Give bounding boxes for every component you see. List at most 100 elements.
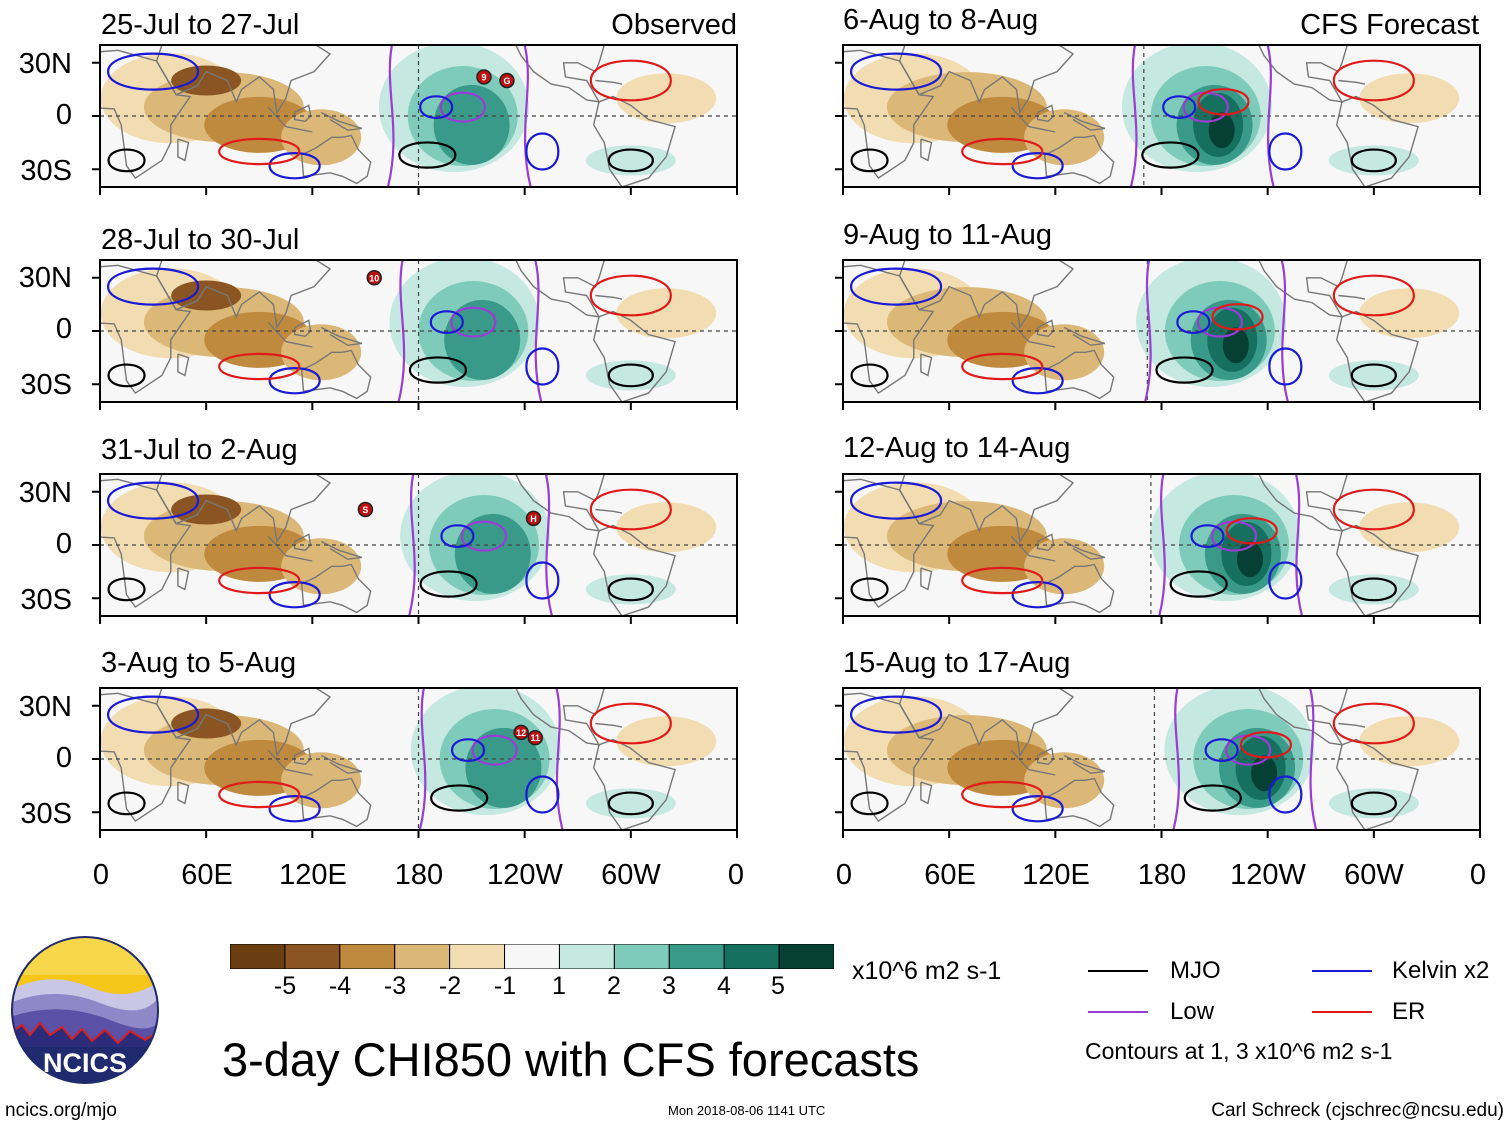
- coastline: [320, 326, 363, 346]
- mjo-contour: [607, 148, 654, 173]
- low-contour: [386, 45, 395, 187]
- coastline: [592, 95, 676, 187]
- storm-marker-label: 11: [531, 733, 541, 743]
- coastline: [177, 781, 190, 805]
- low-contour: [418, 688, 427, 830]
- ylab-eq-2: 0: [55, 313, 72, 345]
- er-contour: [218, 137, 301, 166]
- legend-label-low: Low: [1170, 998, 1215, 1025]
- colorbar-units: x10^6 m2 s-1: [852, 957, 1002, 985]
- mjo-contour: [398, 141, 457, 169]
- colorbar-labels: -5 -4 -3 -2 -1 1 2 3 4 5: [0, 972, 900, 1002]
- coastline: [595, 294, 623, 300]
- low-contour: [555, 688, 564, 830]
- ylab-30s-4: 30S: [20, 798, 72, 830]
- coastline: [267, 749, 313, 776]
- anomaly-shading: [171, 494, 242, 525]
- kelvin-contour: [106, 695, 200, 734]
- coastline: [177, 567, 190, 591]
- footer-url[interactable]: ncics.org/mjo: [5, 1100, 117, 1121]
- cb-label-p2: 2: [607, 972, 621, 1000]
- er-contour: [961, 137, 1044, 166]
- anomaly-shading: [281, 752, 362, 809]
- ylab-30n-4: 30N: [18, 691, 72, 723]
- er-contour: [1332, 59, 1415, 102]
- coastline: [592, 524, 676, 616]
- coastline: [1258, 260, 1348, 318]
- cb-label-m4: -4: [328, 972, 352, 1000]
- colorbar-swatch: [558, 944, 615, 969]
- kelvin-contour: [429, 310, 464, 335]
- low-contour: [1129, 45, 1138, 187]
- storm-marker: S: [357, 501, 374, 518]
- anomaly-shading: [281, 538, 362, 595]
- coastline: [1258, 688, 1348, 746]
- coastline: [1338, 722, 1366, 728]
- xlab-left-60e: 60E: [181, 859, 233, 891]
- anomaly-shading: [616, 73, 717, 124]
- cb-label-m1: -1: [493, 972, 517, 1000]
- coastline: [920, 567, 933, 591]
- low-contour: [1172, 688, 1181, 830]
- storm-marker-label: G: [503, 76, 510, 86]
- anomaly-shading: [1359, 73, 1460, 124]
- low-contour: [1280, 260, 1289, 402]
- legend-line-er: [1312, 1011, 1372, 1013]
- coastline: [1044, 134, 1115, 185]
- legend-note: Contours at 1, 3 x10^6 m2 s-1: [1085, 1038, 1393, 1064]
- coastline: [1044, 777, 1115, 828]
- coastline: [898, 474, 1075, 544]
- anomaly-shading: [1328, 574, 1419, 605]
- anomaly-shading: [171, 280, 242, 311]
- panel-title-left-3: 31-Jul to 2-Aug: [101, 434, 298, 466]
- kelvin-contour: [106, 481, 200, 520]
- xlab-left-180: 180: [394, 859, 444, 891]
- storm-marker: 9: [476, 69, 492, 85]
- storm-marker-icon: [476, 69, 492, 85]
- coastline: [595, 722, 623, 728]
- storm-marker-icon: [357, 501, 374, 518]
- low-contour: [1144, 260, 1152, 402]
- coastline: [898, 260, 1075, 330]
- colorbar-swatch: [284, 944, 341, 969]
- map-panel-right-3: [835, 473, 1481, 624]
- colorbar-swatch: [339, 944, 396, 969]
- legend-line-low: [1088, 1011, 1148, 1013]
- ylab-30n-3: 30N: [18, 477, 72, 509]
- ylab-30n-1: 30N: [18, 48, 72, 80]
- coastline: [1036, 319, 1055, 338]
- storm-marker: 11: [527, 729, 544, 746]
- storm-marker-label: 10: [369, 273, 379, 283]
- ylab-30s-2: 30S: [20, 369, 72, 401]
- panel-title-right-4: 15-Aug to 17-Aug: [843, 647, 1071, 679]
- coastline: [320, 540, 363, 560]
- er-contour: [1197, 88, 1250, 116]
- kelvin-contour: [1011, 581, 1064, 609]
- kelvin-contour: [525, 132, 560, 171]
- colorbar-swatch: [723, 944, 780, 969]
- coastline: [1335, 95, 1419, 187]
- anomaly-shading: [616, 502, 717, 553]
- cb-label-p5: 5: [771, 972, 785, 1000]
- anomaly-shading: [281, 324, 362, 381]
- coastline: [1010, 321, 1056, 348]
- low-contour: [471, 734, 518, 766]
- ylab-eq-4: 0: [55, 742, 72, 774]
- er-contour: [961, 566, 1044, 595]
- coastline: [1338, 508, 1366, 514]
- coastline: [1338, 79, 1366, 85]
- kelvin-contour: [1176, 310, 1211, 335]
- colorbar-swatch: [778, 944, 834, 969]
- coastline: [155, 688, 332, 758]
- kelvin-contour: [849, 267, 943, 306]
- kelvin-contour: [419, 95, 454, 120]
- coastline: [1063, 111, 1106, 131]
- er-contour: [1332, 702, 1415, 745]
- low-contour: [1158, 474, 1166, 616]
- anomaly-shading: [616, 716, 717, 767]
- coastline: [1010, 106, 1056, 133]
- er-contour: [218, 352, 301, 381]
- xlab-right-180: 180: [1137, 859, 1187, 891]
- kelvin-contour: [1011, 795, 1064, 823]
- colorbar-swatch: [449, 944, 506, 969]
